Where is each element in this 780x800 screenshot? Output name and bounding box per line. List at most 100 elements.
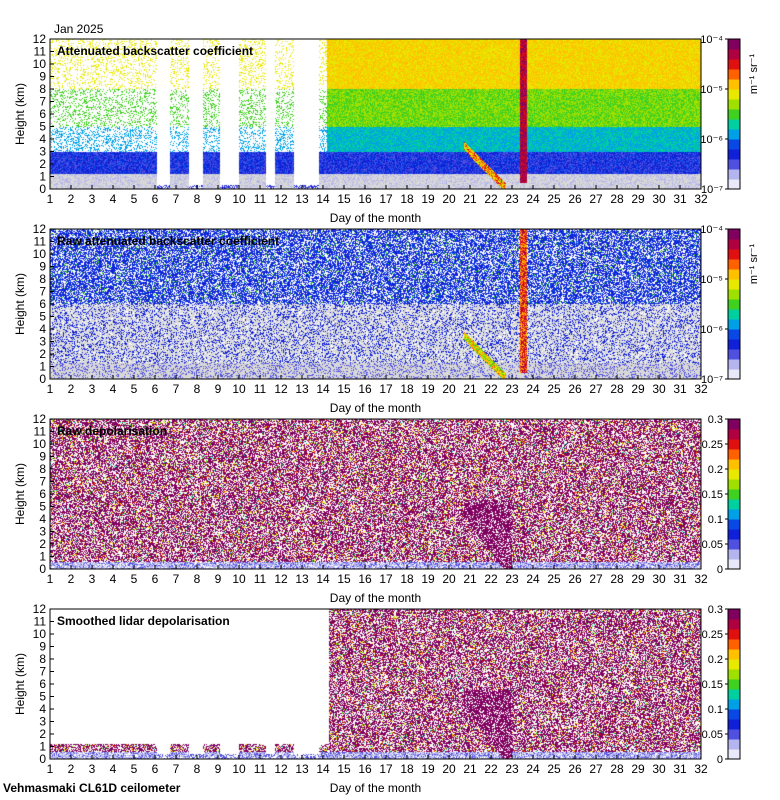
colorbar-tick-label: 10⁻⁶ [700,324,723,336]
y-tick-label: 9 [39,640,46,654]
colorbar-segment [728,539,740,550]
x-tick-label: 10 [232,762,246,776]
y-tick-label: 3 [39,525,46,539]
y-tick-label: 4 [39,702,46,716]
date-label: Jan 2025 [54,22,104,36]
colorbar-tick-label: 0.25 [702,629,723,641]
y-tick-label: 8 [39,462,46,476]
x-tick-label: 9 [215,382,222,396]
x-tick-label: 11 [254,572,267,586]
colorbar-segment [728,69,740,80]
y-tick-label: 11 [34,425,47,439]
heatmap-canvas [50,419,701,569]
x-tick-label: 31 [673,762,687,776]
colorbar-segment [728,529,740,540]
colorbar-tick-label: 10⁻⁵ [700,84,723,96]
y-tick-label: 5 [39,500,46,514]
colorbar-tick-label: 10⁻⁴ [700,224,723,236]
x-tick-label: 9 [215,762,222,776]
y-tick-label: 12 [33,32,47,46]
y-tick-label: 6 [39,487,46,501]
x-tick-label: 28 [610,382,624,396]
colorbar-segment [728,229,740,240]
x-tick-label: 27 [589,192,603,206]
x-tick-label: 27 [589,762,603,776]
colorbar-units: m⁻¹ sr⁻¹ [748,244,760,285]
x-tick-label: 29 [631,382,645,396]
y-tick-label: 10 [33,437,47,451]
colorbar-segment [728,319,740,330]
x-tick-label: 18 [400,572,414,586]
colorbar-segment [728,39,740,50]
colorbar-tick-label: 0.1 [708,704,723,716]
colorbar-segment [728,59,740,70]
x-tick-label: 13 [295,572,309,586]
x-axis-label: Day of the month [330,591,421,605]
x-tick-label: 25 [547,382,561,396]
x-tick-label: 12 [274,572,288,586]
x-tick-label: 32 [694,382,708,396]
x-tick-label: 28 [610,762,624,776]
colorbar-tick-label: 10⁻⁷ [701,374,723,386]
colorbar-segment [728,639,740,650]
x-axis-label: Day of the month [330,401,421,415]
y-tick-label: 6 [39,297,46,311]
heatmap-canvas [50,229,701,379]
colorbar-segment [728,559,740,570]
colorbar-tick-label: 10⁻⁶ [700,134,723,146]
y-tick-label: 4 [39,322,46,336]
heatmap-image [50,229,701,379]
x-tick-label: 4 [110,572,117,586]
x-tick-label: 3 [89,192,96,206]
x-tick-label: 12 [274,192,288,206]
x-tick-label: 16 [358,192,372,206]
x-tick-label: 3 [89,572,96,586]
x-tick-label: 4 [110,382,117,396]
colorbar-tick-label: 0 [717,754,723,766]
colorbar-segment [728,109,740,120]
x-tick-label: 19 [421,192,435,206]
x-tick-label: 29 [631,572,645,586]
colorbar-segment [728,129,740,140]
x-tick-label: 25 [547,762,561,776]
instrument-label: Vehmasmaki CL61D ceilometer [3,781,181,795]
colorbar-segment [728,659,740,670]
x-tick-label: 13 [295,382,309,396]
x-axis-label: Day of the month [330,781,421,795]
colorbar-segment [728,689,740,700]
x-tick-label: 19 [421,762,435,776]
y-tick-label: 7 [39,665,46,679]
colorbar: 0 0.05 0.1 0.15 0.2 0.25 0.3 [702,604,741,766]
colorbar-segment [728,479,740,490]
y-tick-label: 9 [39,260,46,274]
y-tick-label: 8 [39,652,46,666]
x-tick-label: 25 [547,192,561,206]
y-tick-label: 10 [33,627,47,641]
colorbar-segment [728,719,740,730]
y-tick-label: 0 [39,372,46,386]
colorbar-segment [728,729,740,740]
x-tick-label: 10 [232,192,246,206]
x-tick-label: 4 [110,762,117,776]
y-tick-label: 4 [39,512,46,526]
x-tick-label: 27 [589,572,603,586]
x-tick-label: 23 [505,192,519,206]
x-tick-label: 9 [215,572,222,586]
panel-title: Attenuated backscatter coefficient [57,44,253,58]
colorbar-segment [728,429,740,440]
x-tick-label: 24 [526,572,540,586]
x-tick-label: 17 [379,382,393,396]
panels: 1 2 3 4 5 6 7 8 9 10 11 12 13 14 15 16 17 18 19 20 21 22 23 24 2… [13,32,760,795]
x-tick-label: 11 [254,192,267,206]
y-tick-label: 11 [34,615,47,629]
colorbar-tick-label: 0.05 [702,539,723,551]
x-tick-label: 6 [152,382,159,396]
colorbar-tick-label: 0.1 [708,514,723,526]
colorbar-segment [728,49,740,60]
colorbar-segment [728,139,740,150]
y-tick-label: 0 [39,752,46,766]
y-tick-label: 3 [39,715,46,729]
y-axis-label: Height (km) [13,653,27,715]
colorbar-tick-label: 10⁻⁵ [700,274,723,286]
colorbar-segment [728,89,740,100]
